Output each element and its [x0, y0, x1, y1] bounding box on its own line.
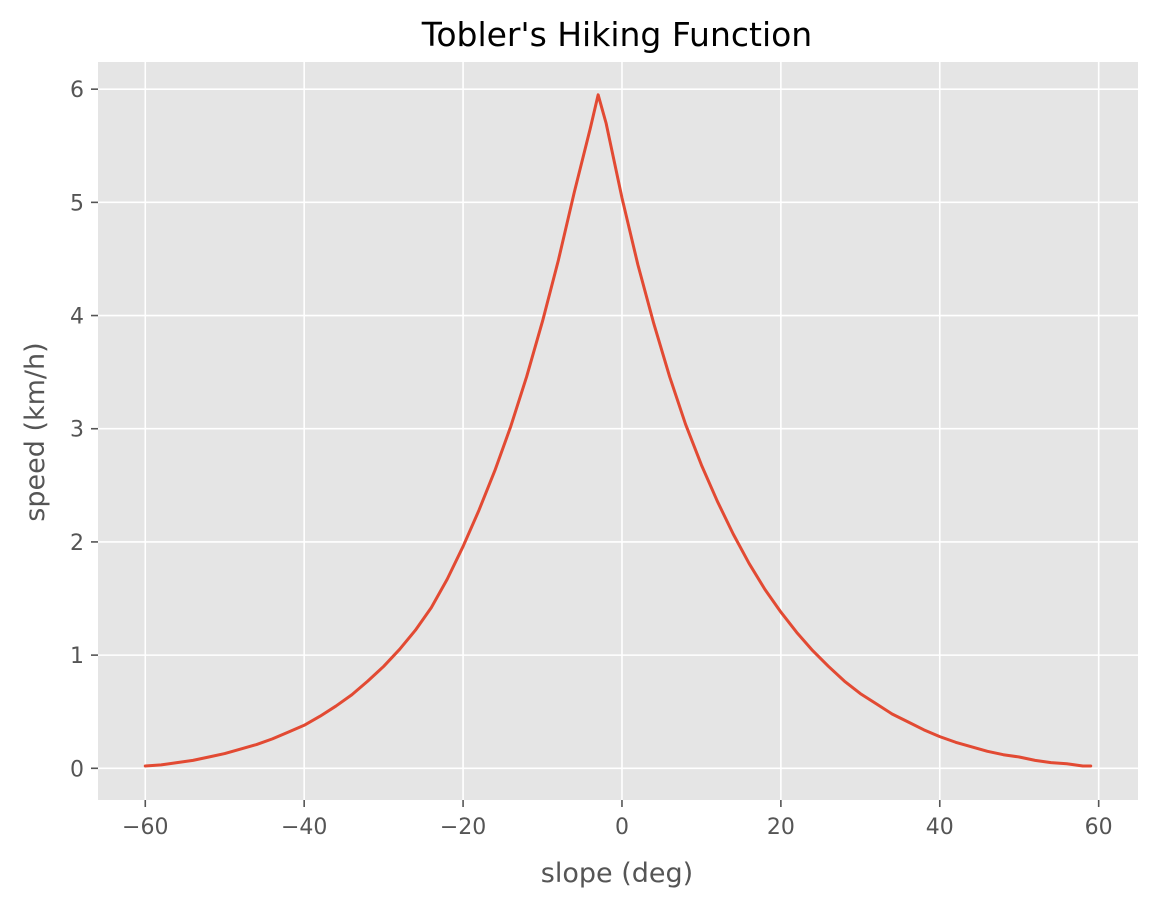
grid-lines — [98, 62, 1138, 800]
x-tick-label: −40 — [281, 815, 327, 840]
x-tick-label: 60 — [1085, 815, 1113, 840]
y-tick-label: 6 — [70, 78, 84, 103]
y-tick-label: 3 — [70, 418, 84, 443]
x-tick-label: 0 — [615, 815, 629, 840]
x-axis-label: slope (deg) — [541, 858, 693, 889]
series-line — [143, 93, 1093, 768]
chart-title: Tobler's Hiking Function — [421, 15, 812, 54]
x-tick-label: 40 — [926, 815, 954, 840]
y-tick-label: 0 — [70, 757, 84, 782]
y-tick-label: 1 — [70, 644, 84, 669]
x-tick-label: −60 — [122, 815, 168, 840]
y-axis-label: speed (km/h) — [20, 342, 51, 521]
y-tick-label: 2 — [70, 531, 84, 556]
y-tick-label: 5 — [70, 191, 84, 216]
x-tick-label: −20 — [440, 815, 486, 840]
y-tick-label: 4 — [70, 305, 84, 330]
x-tick-label: 20 — [767, 815, 795, 840]
x-ticks: −60 −40 −20 0 20 40 60 — [122, 800, 1113, 840]
y-ticks: 0 1 2 3 4 5 6 — [70, 78, 98, 782]
